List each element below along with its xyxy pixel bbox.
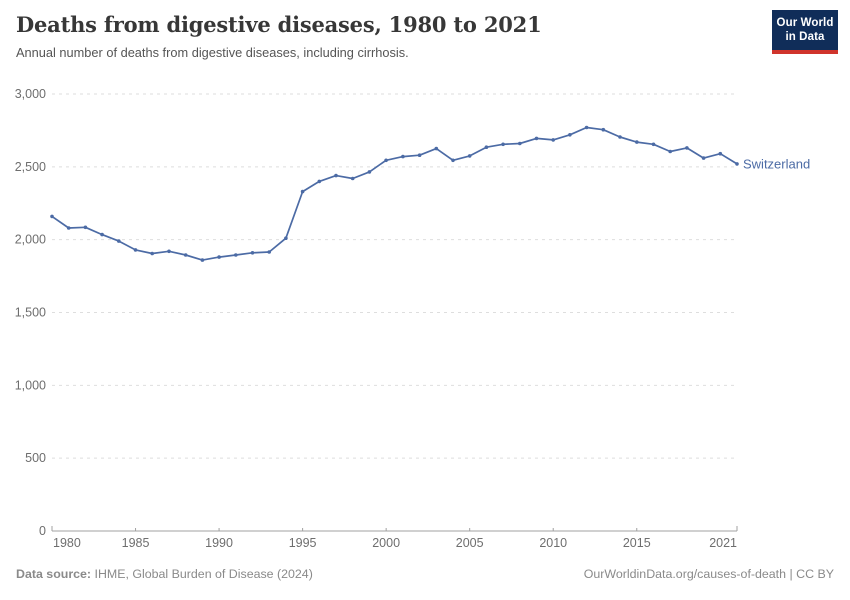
data-point-switzerland-1999 (367, 170, 372, 174)
x-axis-label-2000: 2000 (372, 536, 400, 550)
data-source-label: Data source: (16, 567, 92, 581)
data-point-switzerland-2014 (618, 135, 622, 139)
data-point-switzerland-1992 (250, 251, 255, 255)
data-point-switzerland-2010 (551, 138, 555, 142)
x-axis-label-1995: 1995 (289, 536, 317, 550)
data-point-switzerland-2002 (417, 153, 422, 157)
data-point-switzerland-1987 (167, 249, 171, 254)
data-point-switzerland-1983 (100, 232, 104, 237)
data-point-switzerland-1986 (150, 251, 154, 256)
data-point-switzerland-1984 (117, 239, 121, 243)
x-axis-label-1985: 1985 (122, 536, 150, 550)
data-point-switzerland-2006 (484, 145, 489, 149)
data-point-switzerland-1996 (317, 179, 322, 184)
data-point-switzerland-2020 (718, 151, 723, 156)
data-point-switzerland-2019 (701, 156, 706, 160)
data-source: Data source: IHME, Global Burden of Dise… (16, 567, 313, 581)
data-point-switzerland-2001 (401, 154, 405, 159)
data-point-switzerland-1982 (83, 225, 88, 230)
data-point-switzerland-1989 (200, 258, 205, 262)
owid-logo-line2: in Data (785, 31, 825, 44)
data-point-switzerland-2005 (467, 154, 472, 158)
data-point-switzerland-1988 (183, 253, 188, 257)
x-axis-label-2021: 2021 (709, 536, 737, 550)
data-point-switzerland-2018 (685, 146, 689, 150)
data-point-switzerland-1998 (350, 176, 355, 181)
chart-subtitle: Annual number of deaths from digestive d… (16, 45, 409, 61)
x-axis-label-2010: 2010 (539, 536, 567, 550)
chart-title: Deaths from digestive diseases, 1980 to … (16, 12, 542, 37)
y-axis-label-3000: 3,000 (15, 87, 46, 101)
y-axis-label-1000: 1,000 (15, 378, 46, 392)
data-point-switzerland-1980 (50, 214, 54, 219)
data-point-switzerland-2007 (501, 142, 505, 147)
data-point-switzerland-2012 (584, 125, 589, 130)
data-point-switzerland-2004 (451, 158, 455, 163)
y-axis-label-0: 0 (39, 524, 46, 538)
y-axis-label-2500: 2,500 (15, 160, 46, 174)
series-end-label-switzerland[interactable]: Switzerland (743, 156, 810, 171)
data-point-switzerland-2021 (735, 162, 739, 166)
data-point-switzerland-1990 (217, 255, 221, 259)
data-point-switzerland-2009 (534, 136, 539, 141)
owid-logo-line1: Our World (776, 17, 834, 29)
data-source-text: IHME, Global Burden of Disease (2024) (91, 567, 313, 581)
data-point-switzerland-1995 (300, 189, 305, 194)
data-point-switzerland-2008 (518, 141, 522, 146)
y-axis-label-1500: 1,500 (15, 306, 46, 320)
owid-license-link[interactable]: OurWorldinData.org/causes-of-death | CC … (583, 567, 834, 581)
x-axis-label-1990: 1990 (205, 536, 233, 550)
y-axis-label-500: 500 (25, 451, 46, 465)
data-point-switzerland-1985 (133, 248, 138, 252)
data-point-switzerland-2013 (601, 127, 606, 132)
data-point-switzerland-1994 (284, 236, 288, 240)
data-point-switzerland-2000 (384, 158, 388, 163)
data-point-switzerland-2016 (651, 142, 656, 147)
data-point-switzerland-1997 (334, 173, 338, 178)
data-point-switzerland-2011 (568, 133, 572, 137)
owid-logo[interactable]: Our World in Data (772, 10, 838, 54)
series-line-switzerland (51, 126, 738, 261)
y-axis-label-2000: 2,000 (15, 233, 46, 247)
x-axis-label-2015: 2015 (623, 536, 651, 550)
data-point-switzerland-1993 (267, 250, 272, 254)
data-point-switzerland-2017 (668, 149, 672, 154)
data-point-switzerland-1981 (66, 226, 71, 230)
data-point-switzerland-2015 (635, 140, 639, 144)
data-point-switzerland-1991 (234, 253, 238, 257)
chart-header: Deaths from digestive diseases, 1980 to … (16, 12, 756, 62)
x-axis-label-1980: 1980 (53, 536, 81, 550)
x-axis-label-2005: 2005 (456, 536, 484, 550)
chart-footer: Data source: IHME, Global Burden of Dise… (16, 567, 834, 581)
data-point-switzerland-2003 (434, 146, 439, 151)
